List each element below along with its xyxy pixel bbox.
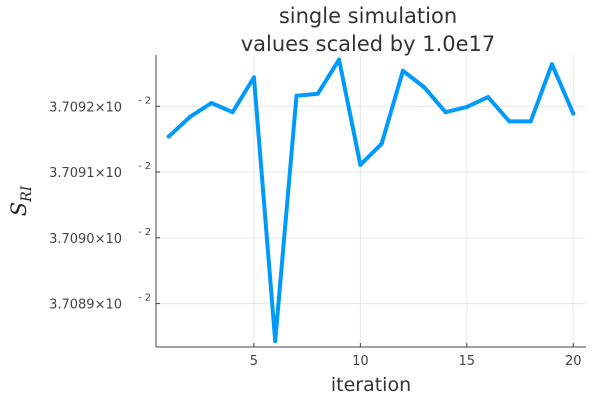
y-tick-exponent: - 2 <box>138 227 151 238</box>
x-tick-label: 10 <box>352 354 369 369</box>
data-point <box>422 85 427 90</box>
data-point <box>443 110 448 115</box>
data-point <box>294 93 299 98</box>
y-tick-exponent: - 2 <box>138 293 151 304</box>
data-point <box>337 57 342 62</box>
axis-ticks: 5 10 15 20 3.7089×10 - 2 3.7090×10 - 2 3.7091×10… <box>49 95 581 369</box>
data-point <box>571 111 576 116</box>
chart-title: single simulation <box>279 4 457 28</box>
y-tick-label: 3.7091×10 <box>49 166 122 181</box>
grid-lines <box>156 55 586 347</box>
x-tick-label: 15 <box>459 354 476 369</box>
data-point <box>188 114 193 119</box>
data-point <box>400 68 405 73</box>
data-point <box>486 95 491 100</box>
y-tick-exponent: - 2 <box>138 161 151 172</box>
axes <box>155 55 586 348</box>
y-tick-exponent: - 2 <box>138 95 151 106</box>
x-tick-label: 5 <box>250 354 258 369</box>
y-tick-label: 3.7090×10 <box>49 232 122 247</box>
y-tick-label: 3.7092×10 <box>49 100 122 115</box>
series-group <box>166 57 576 344</box>
y-axis-label-subscript: RI <box>19 185 35 203</box>
data-point <box>251 75 256 80</box>
series-line <box>166 57 576 344</box>
data-point <box>315 91 320 96</box>
chart-subtitle: values scaled by 1.0e17 <box>241 32 496 56</box>
data-point <box>209 101 214 106</box>
y-axis-label-main: S <box>7 202 31 216</box>
data-point <box>528 119 533 124</box>
y-tick-label: 3.7089×10 <box>49 298 122 313</box>
data-point <box>358 162 363 167</box>
data-point <box>230 110 235 115</box>
y-axis-label: SRI <box>7 185 35 216</box>
x-axis-label: iteration <box>331 374 411 396</box>
data-point <box>549 62 554 67</box>
data-point <box>507 119 512 124</box>
data-point <box>379 141 384 146</box>
x-tick-label: 20 <box>565 354 582 369</box>
data-point <box>273 339 278 344</box>
data-point <box>166 134 171 139</box>
data-point <box>464 104 469 109</box>
